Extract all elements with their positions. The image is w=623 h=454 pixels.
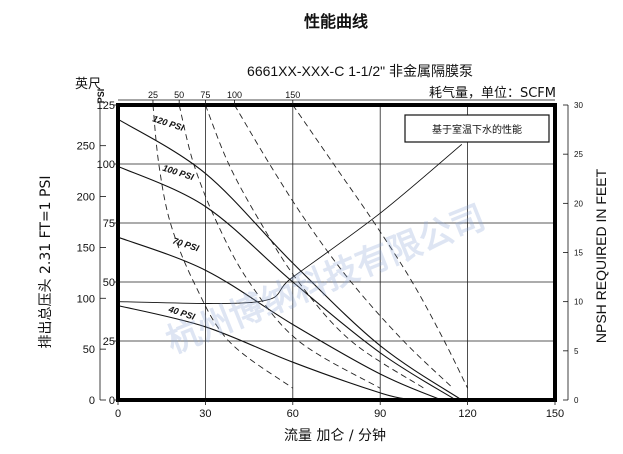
x-tick-label: 120 xyxy=(458,408,476,420)
chart-axes: 0 30 60 90 120 150025507510012505010015020025… xyxy=(77,90,584,420)
psi-tick-label: 0 xyxy=(109,395,115,407)
npsh-tick-label: 15 xyxy=(574,249,583,258)
air-curve-75 xyxy=(204,104,425,389)
x-axis-label: 流量 加仑 / 分钟 xyxy=(284,427,386,444)
npsh-tick-label: 30 xyxy=(574,101,583,110)
psi-tick-label: 25 xyxy=(103,336,115,348)
air-curve-100 xyxy=(234,104,454,389)
chart-grid xyxy=(118,105,555,400)
npsh-tick-label: 20 xyxy=(574,199,583,208)
feet-tick-label: 250 xyxy=(77,141,95,153)
feet-tick-label: 200 xyxy=(77,192,95,204)
psi-tick-label: 100 xyxy=(97,159,115,171)
air-consumption-label: 耗气量，单位：SCFM xyxy=(429,85,556,101)
pressure-label-100-psi: 100 PSI xyxy=(161,163,195,183)
psi-tick-label: 125 xyxy=(97,100,115,112)
feet-tick-label: 100 xyxy=(77,293,95,305)
air-tick-label: 75 xyxy=(200,90,210,100)
x-tick-label: 150 xyxy=(546,408,564,420)
pressure-curve-40-psi xyxy=(117,305,413,401)
npsh-tick-label: 0 xyxy=(574,396,579,405)
pressure-label-70-psi: 70 PSI xyxy=(171,236,200,254)
y-axis-label-npsh: NPSH REQUIRED IN FEET xyxy=(593,168,609,343)
feet-unit-label: 英尺 xyxy=(75,77,101,92)
x-tick-label: 60 xyxy=(287,408,299,420)
npsh-tick-label: 5 xyxy=(574,347,579,356)
pressure-curve-100-psi xyxy=(117,165,457,401)
plot-frame xyxy=(116,103,557,402)
psi-tick-label: 50 xyxy=(103,277,115,289)
x-tick-label: 0 xyxy=(115,408,121,420)
legend-box: 基于室温下水的性能 xyxy=(404,114,550,143)
feet-tick-label: 50 xyxy=(83,344,95,356)
x-tick-label: 90 xyxy=(374,408,386,420)
pressure-curve-120-psi xyxy=(117,118,463,401)
plot-border xyxy=(116,103,557,402)
legend-box-text: 基于室温下水的性能 xyxy=(432,123,522,136)
air-tick-label: 50 xyxy=(174,90,184,100)
npsh-tick-label: 25 xyxy=(574,150,583,159)
pressure-label-120-psi: 120 PSI xyxy=(151,114,185,134)
feet-tick-label: 150 xyxy=(77,242,95,254)
air-tick-label: 25 xyxy=(148,90,158,100)
chart-title: 性能曲线 xyxy=(304,12,368,31)
pressure-curve-70-psi xyxy=(117,236,442,401)
x-tick-label: 30 xyxy=(199,408,211,420)
watermark: 杭州博纳科技有限公司 xyxy=(161,198,491,362)
npsh-tick-label: 10 xyxy=(574,298,583,307)
npsh-line xyxy=(117,143,463,304)
psi-unit-label: PSI xyxy=(96,89,106,104)
feet-tick-label: 0 xyxy=(89,395,95,407)
air-tick-label: 100 xyxy=(227,90,242,100)
y-axis-label-feet: 排出总压头 2.31 FT=1 PSI xyxy=(38,176,54,349)
air-curve-25 xyxy=(152,104,294,389)
chart-subtitle: 6661XX-XXX-C 1-1/2" 非金属隔膜泵 xyxy=(247,63,473,79)
air-curve-150 xyxy=(292,104,469,389)
psi-tick-label: 75 xyxy=(103,218,115,230)
air-tick-label: 150 xyxy=(285,90,300,100)
